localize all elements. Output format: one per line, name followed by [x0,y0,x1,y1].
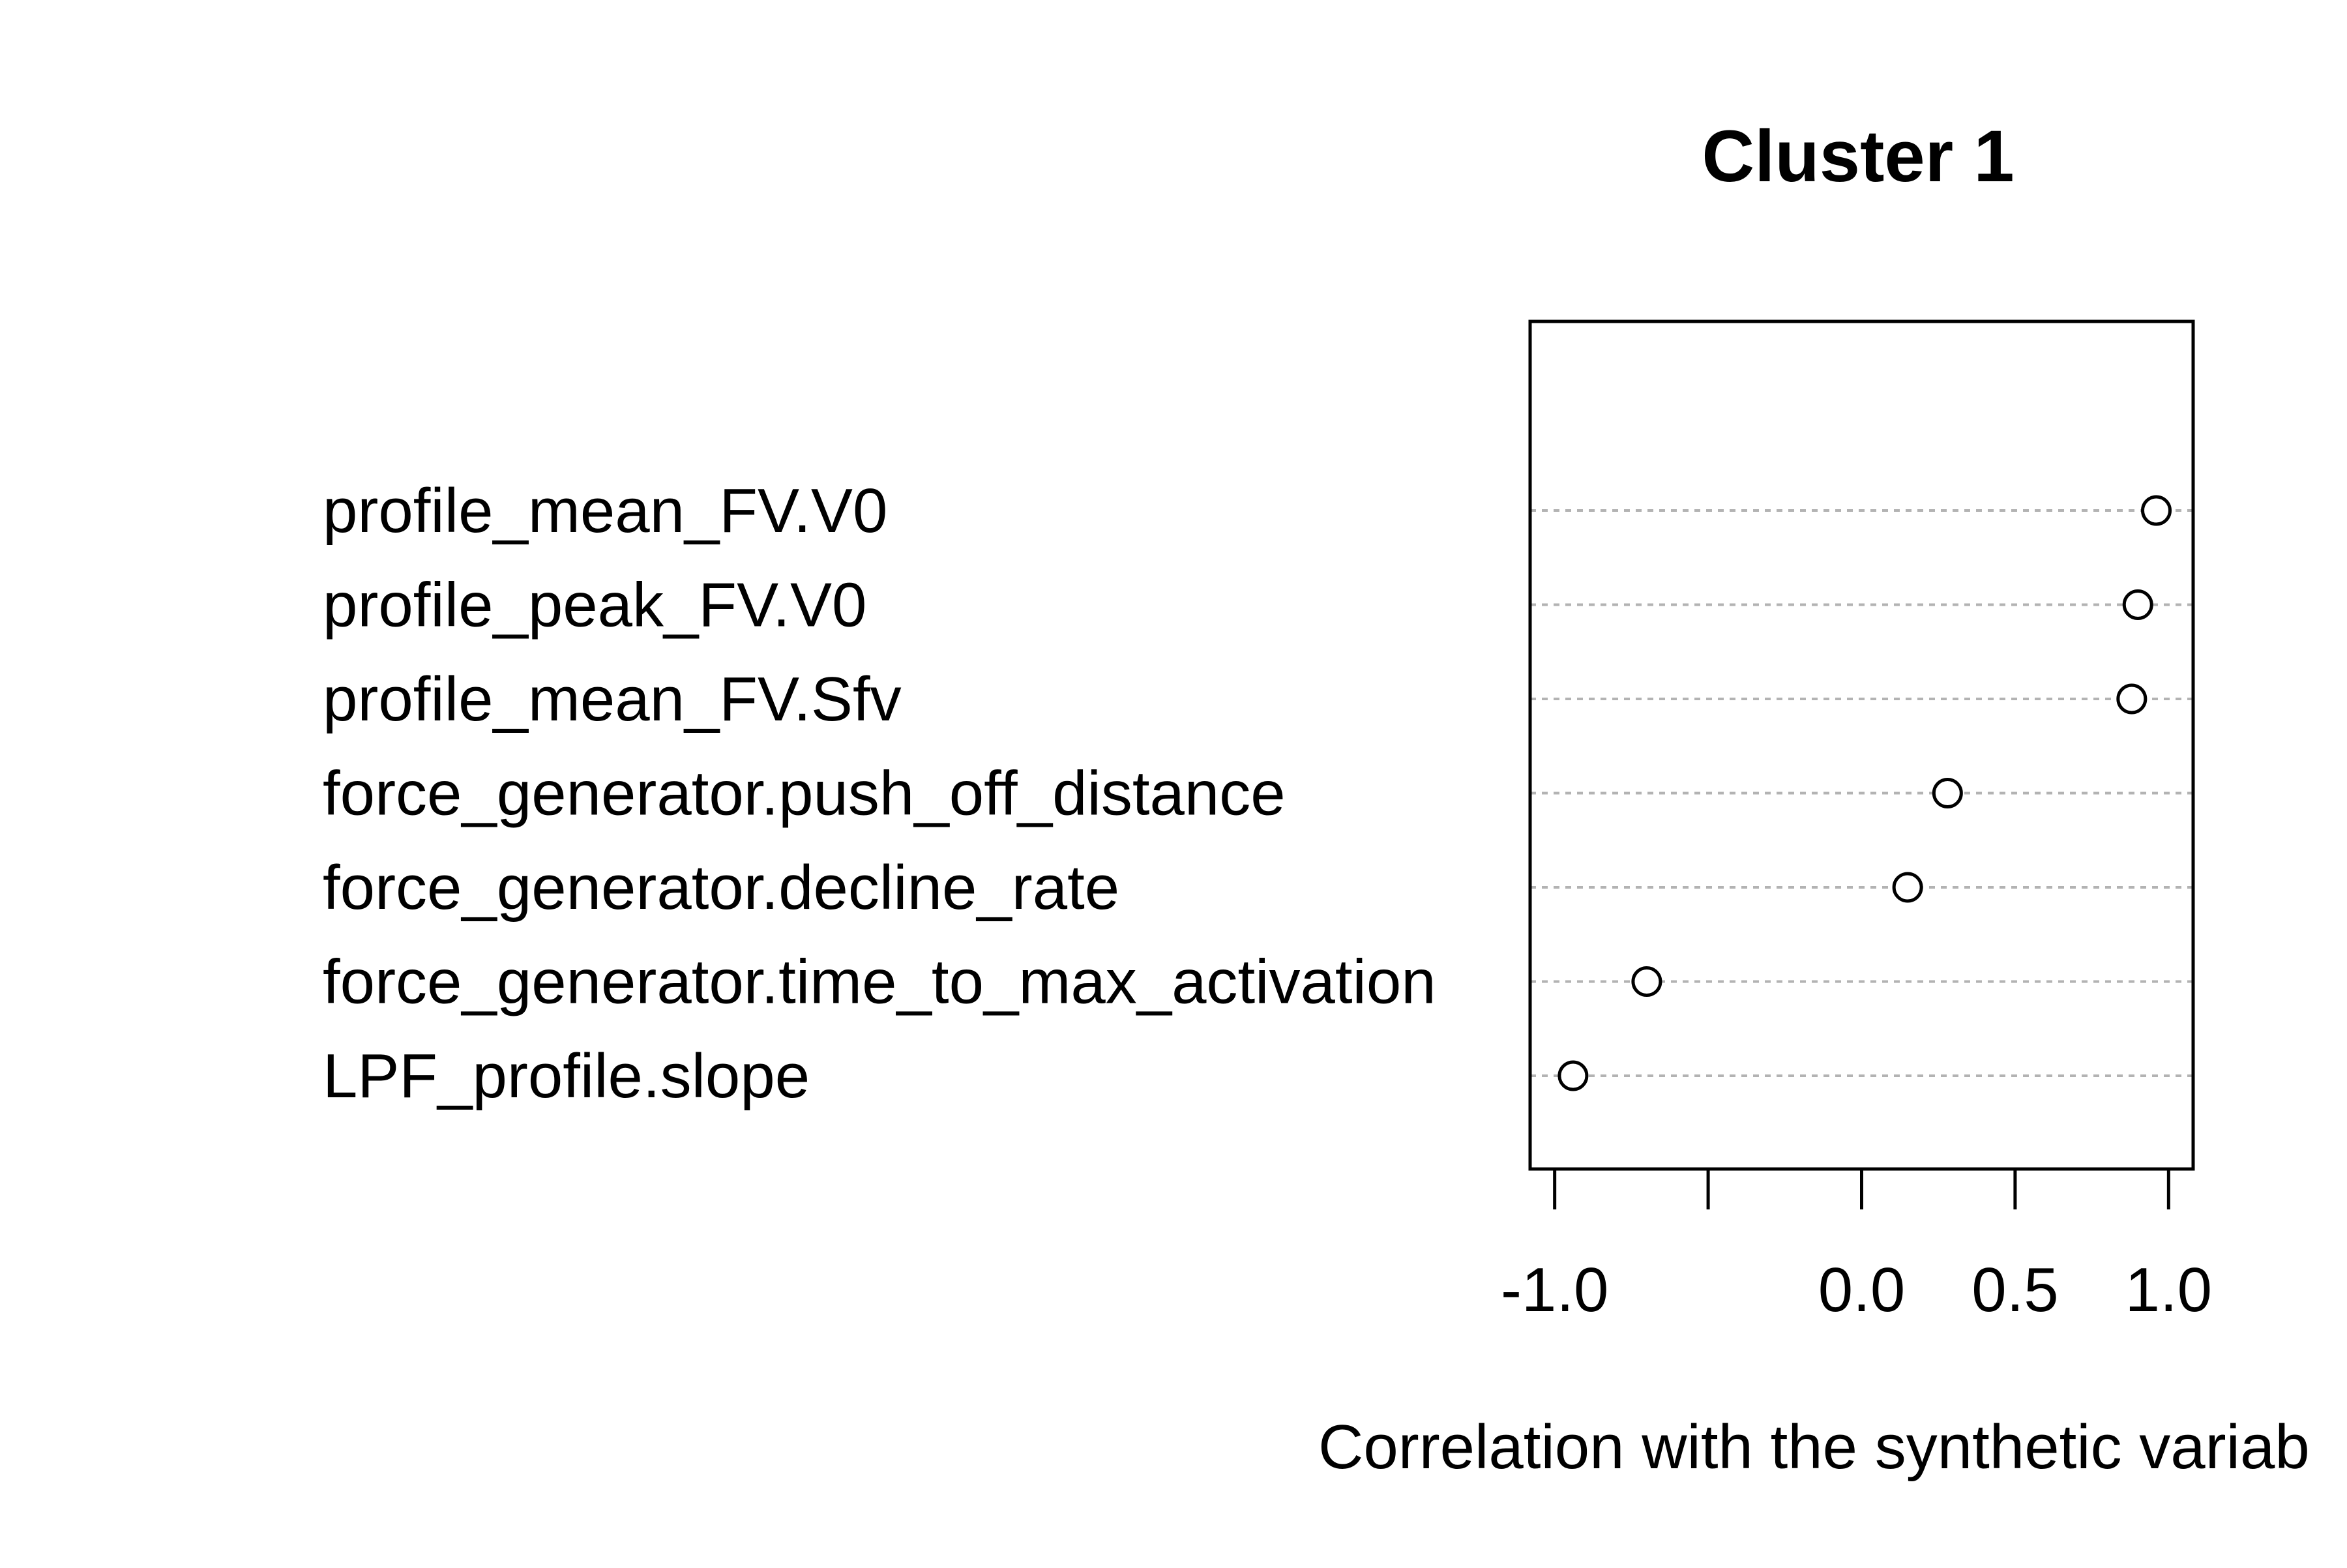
x-tick-label: 1.0 [2125,1255,2212,1325]
data-points [1557,495,2172,1091]
data-point [1932,778,1963,808]
x-axis-label: Correlation with the synthetic variab [1318,1412,2310,1482]
plot-frame [1528,319,2195,1171]
x-tick-label: 0.5 [1971,1255,2058,1325]
category-label: profile_mean_FV.V0 [323,476,887,546]
category-label: force_generator.decline_rate [323,853,1119,923]
category-label: force_generator.time_to_max_activation [323,947,1436,1017]
chart-title: Cluster 1 [1702,115,2014,197]
data-point [2122,589,2153,620]
x-axis: -1.0 0.0 0.5 1.0 [1501,1167,2212,1325]
category-label: profile_peak_FV.V0 [323,570,866,640]
category-labels: profile_mean_FV.V0 profile_peak_FV.V0prof… [323,476,1436,1111]
category-label: LPF_profile.slope [323,1041,810,1111]
data-point [2116,683,2148,715]
data-point [1892,872,1923,903]
data-point [1557,1060,1589,1091]
grid-lines [1530,509,2193,1077]
category-label: force_generator.push_off_distance [323,759,1286,829]
category-label: profile_mean_FV.Sfv [323,664,902,734]
data-point [1631,966,1662,997]
x-tick-label: 0.0 [1818,1255,1905,1325]
x-tick-label: -1.0 [1501,1255,1608,1325]
data-point [2141,495,2172,526]
